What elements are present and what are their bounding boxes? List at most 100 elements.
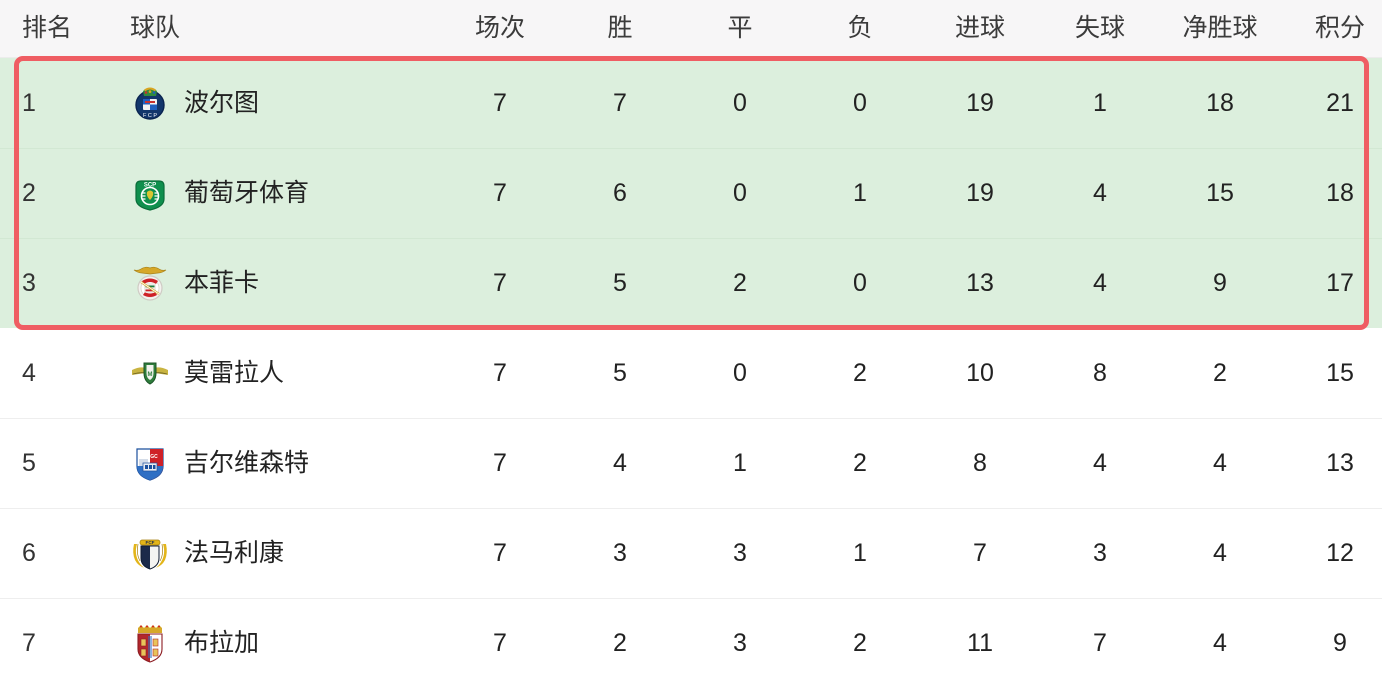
sporting-crest-icon: SCP [130, 174, 170, 214]
column-header-lost[interactable]: 负 [847, 14, 873, 42]
cell-goals-against: 4 [1093, 179, 1107, 207]
cell-goal-diff: 18 [1206, 88, 1234, 117]
cell-goals-for: 10 [966, 358, 994, 387]
cell-goals-for: 13 [966, 269, 994, 297]
cell-points: 17 [1326, 269, 1354, 297]
cell-rank: 2 [22, 179, 36, 207]
table-row[interactable]: 1 F C P 波尔图 7 7 0 0 19 1 18 21 [0, 58, 1382, 148]
team-name: 吉尔维森特 [184, 449, 310, 477]
table-row[interactable]: 7 布拉加 7 2 3 2 11 7 4 9 [0, 598, 1382, 688]
team-cell[interactable]: SCP 葡萄牙体育 [130, 174, 440, 214]
cell-lost: 2 [853, 629, 867, 657]
team-name: 本菲卡 [184, 269, 260, 297]
porto-crest-icon: F C P [130, 83, 170, 123]
moreirense-crest-icon: M [130, 353, 170, 393]
cell-goals-for: 19 [966, 88, 994, 117]
team-name: 莫雷拉人 [184, 358, 285, 387]
table-row[interactable]: 3 本菲卡 7 5 2 0 13 4 9 17 [0, 238, 1382, 328]
cell-drawn: 1 [733, 449, 747, 477]
table-row[interactable]: 5 GC 吉尔维森特 7 4 1 2 8 4 4 13 [0, 418, 1382, 508]
cell-goals-against: 4 [1093, 449, 1107, 477]
cell-team[interactable]: SCP 葡萄牙体育 [118, 174, 440, 214]
svg-text:SCP: SCP [144, 182, 156, 188]
cell-drawn: 0 [733, 88, 747, 117]
team-name: 布拉加 [184, 629, 260, 657]
column-header-team[interactable]: 球队 [130, 14, 181, 42]
team-cell[interactable]: 本菲卡 [130, 264, 440, 304]
cell-points: 21 [1326, 88, 1354, 117]
team-cell[interactable]: M 莫雷拉人 [130, 353, 440, 393]
cell-won: 6 [613, 179, 627, 207]
table-header-row: 排名 球队 场次 胜 平 负 进球 失球 净胜球 积分 [0, 0, 1382, 58]
cell-rank: 1 [22, 88, 36, 117]
svg-text:GC: GC [150, 454, 158, 460]
cell-won: 5 [613, 269, 627, 297]
benfica-crest-icon [130, 264, 170, 304]
svg-text:FCF: FCF [146, 540, 155, 545]
cell-won: 3 [613, 539, 627, 567]
cell-points: 12 [1326, 539, 1354, 567]
column-header-won[interactable]: 胜 [607, 14, 633, 42]
cell-played: 7 [493, 539, 507, 567]
cell-played: 7 [493, 179, 507, 207]
column-header-rank[interactable]: 排名 [22, 14, 73, 42]
cell-rank: 6 [22, 539, 36, 567]
cell-won: 4 [613, 449, 627, 477]
gil-vicente-crest-icon: GC [130, 444, 170, 484]
cell-team[interactable]: 本菲卡 [118, 264, 440, 304]
cell-lost: 2 [853, 358, 867, 387]
cell-lost: 0 [853, 269, 867, 297]
cell-lost: 2 [853, 449, 867, 477]
cell-played: 7 [493, 449, 507, 477]
team-cell[interactable]: FCF 法马利康 [130, 534, 440, 574]
team-name: 法马利康 [184, 539, 285, 567]
cell-rank: 5 [22, 449, 36, 477]
team-cell[interactable]: GC 吉尔维森特 [130, 444, 440, 484]
svg-text:M: M [148, 372, 153, 378]
table-row[interactable]: 4 M 莫雷拉人 7 5 0 2 10 8 2 15 [0, 328, 1382, 418]
cell-points: 18 [1326, 179, 1354, 207]
cell-rank: 7 [22, 629, 36, 657]
cell-won: 7 [613, 88, 627, 117]
cell-goals-for: 7 [973, 539, 987, 567]
cell-won: 2 [613, 629, 627, 657]
cell-rank: 4 [22, 358, 36, 387]
cell-team[interactable]: GC 吉尔维森特 [118, 444, 440, 484]
cell-played: 7 [493, 358, 507, 387]
column-header-goal-diff[interactable]: 净胜球 [1182, 14, 1258, 42]
cell-goals-for: 11 [967, 629, 993, 657]
braga-crest-icon [130, 624, 170, 664]
cell-team[interactable]: FCF 法马利康 [118, 534, 440, 574]
team-name: 波尔图 [184, 88, 260, 117]
cell-goals-against: 7 [1093, 629, 1107, 657]
cell-played: 7 [493, 629, 507, 657]
cell-drawn: 3 [733, 539, 747, 567]
table-row[interactable]: 2 SCP 葡萄牙体育 7 6 0 1 19 4 15 18 [0, 148, 1382, 238]
cell-goals-against: 8 [1093, 358, 1107, 387]
team-cell[interactable]: 布拉加 [130, 624, 440, 664]
cell-team[interactable]: F C P 波尔图 [118, 83, 440, 123]
column-header-goals-against[interactable]: 失球 [1074, 14, 1125, 42]
cell-goal-diff: 4 [1213, 449, 1227, 477]
cell-played: 7 [493, 88, 507, 117]
cell-team[interactable]: 布拉加 [118, 624, 440, 664]
column-header-played[interactable]: 场次 [474, 14, 525, 42]
cell-drawn: 2 [733, 269, 747, 297]
cell-team[interactable]: M 莫雷拉人 [118, 353, 440, 393]
team-cell[interactable]: F C P 波尔图 [130, 83, 440, 123]
svg-text:F C P: F C P [143, 113, 157, 119]
cell-lost: 0 [853, 88, 867, 117]
column-header-goals-for[interactable]: 进球 [954, 14, 1005, 42]
cell-goals-for: 19 [966, 179, 994, 207]
cell-drawn: 0 [733, 179, 747, 207]
cell-goals-against: 1 [1093, 88, 1107, 117]
column-header-drawn[interactable]: 平 [727, 14, 753, 42]
column-header-points[interactable]: 积分 [1314, 14, 1365, 42]
cell-points: 9 [1333, 629, 1347, 657]
cell-points: 13 [1326, 449, 1354, 477]
cell-goals-against: 3 [1093, 539, 1107, 567]
table-row[interactable]: 6 FCF 法马利康 7 3 3 1 7 3 4 12 [0, 508, 1382, 598]
cell-drawn: 3 [733, 629, 747, 657]
cell-goal-diff: 9 [1213, 269, 1227, 297]
